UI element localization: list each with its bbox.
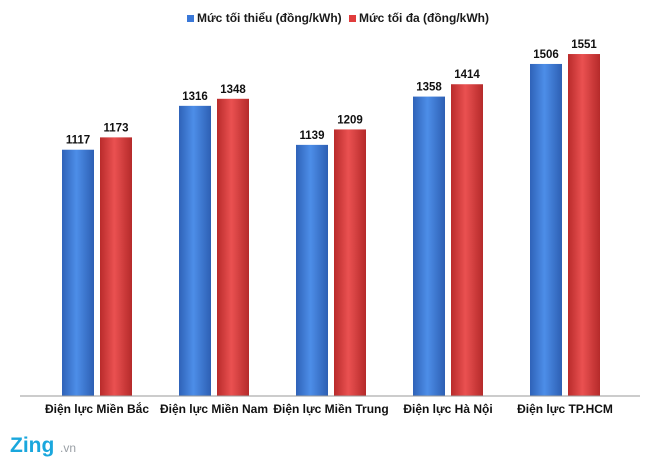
bar-group [62, 54, 600, 397]
value-label-min-3: 1358 [416, 82, 442, 94]
bar-min-4 [530, 63, 562, 396]
bar-max-4 [568, 54, 600, 396]
value-label-min-4: 1506 [533, 49, 559, 61]
logo-suffix: .vn [60, 441, 76, 455]
value-label-max-0: 1173 [104, 122, 129, 134]
value-label-min-0: 1117 [66, 135, 90, 147]
value-label-max-4: 1551 [571, 39, 597, 51]
bar-max-2 [334, 129, 366, 396]
bar-min-0 [62, 149, 94, 396]
value-label-max-2: 1209 [337, 114, 363, 126]
legend-swatch-max [349, 15, 356, 22]
value-label-max-3: 1414 [454, 69, 480, 81]
bar-min-3 [413, 96, 445, 396]
zing-logo: Zing .vn [10, 434, 76, 457]
legend-swatch-min [187, 15, 194, 22]
bar-max-0 [100, 137, 132, 396]
category-label-4: Điện lực TP.HCM [517, 402, 613, 416]
legend-label-max: Mức tối đa (đồng/kWh) [359, 11, 489, 25]
category-label-2: Điện lực Miền Trung [273, 402, 388, 416]
legend-label-min: Mức tối thiểu (đồng/kWh) [197, 11, 342, 25]
category-label-group: Điện lực Miền Bắc Điện lực Miền Nam Điện l… [45, 401, 613, 416]
logo-text: Zing [10, 434, 54, 457]
value-label-max-1: 1348 [220, 84, 246, 96]
bar-max-1 [217, 98, 249, 397]
category-label-3: Điện lực Hà Nội [403, 402, 492, 416]
category-label-1: Điện lực Miền Nam [160, 402, 268, 416]
value-label-group: 1117 1173 1316 1348 1139 1209 1358 1414 1506 1551 [66, 39, 598, 147]
value-label-min-2: 1139 [300, 130, 325, 142]
bar-min-2 [296, 144, 328, 396]
bar-max-3 [451, 84, 483, 396]
value-label-min-1: 1316 [182, 91, 208, 103]
legend: Mức tối thiểu (đồng/kWh) Mức tối đa (đồn… [187, 11, 489, 25]
category-label-0: Điện lực Miền Bắc [45, 401, 149, 416]
bar-min-1 [179, 105, 211, 397]
